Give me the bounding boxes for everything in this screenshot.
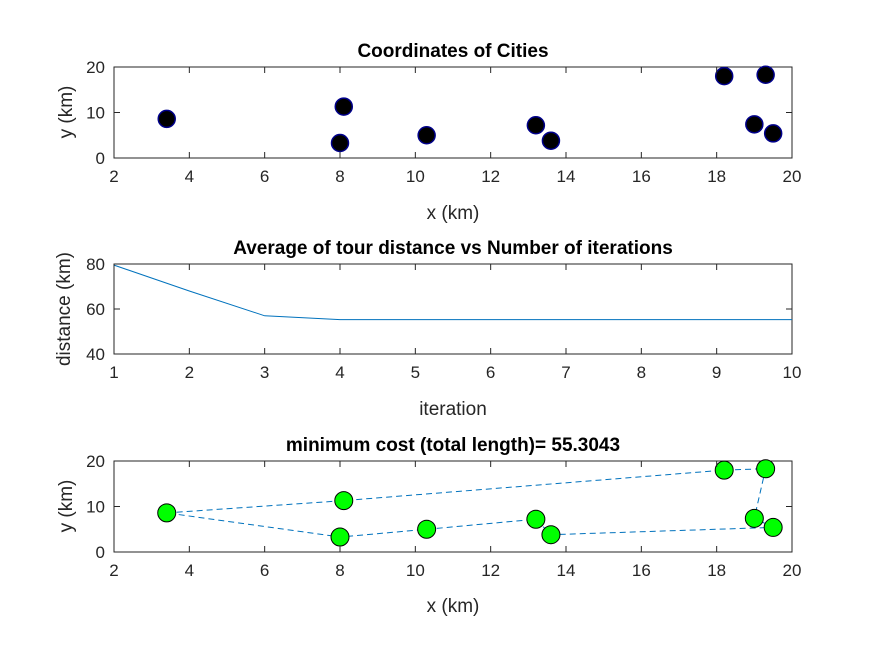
city-point xyxy=(541,131,561,150)
y-tick-label: 0 xyxy=(96,543,105,562)
tour-city-point xyxy=(763,517,783,537)
x-tick-label: 8 xyxy=(335,167,344,186)
x-tick-label: 20 xyxy=(783,561,802,580)
y-tick-label: 80 xyxy=(86,255,105,274)
y-tick-label: 40 xyxy=(86,345,105,364)
plot-area xyxy=(113,460,793,553)
tour-city-point xyxy=(157,503,177,523)
cities-scatter-panel: 2 4 6 8 10 12 14 16 18 20 0 10 20 Coordinates of Cit… xyxy=(56,41,801,224)
plot-area xyxy=(113,263,793,355)
tour-city-point xyxy=(714,460,734,480)
tour-city-point xyxy=(756,459,776,479)
x-tick-label: 16 xyxy=(632,167,651,186)
tour-city-point xyxy=(526,509,546,529)
x-axis-label: x (km) xyxy=(427,596,480,617)
y-axis-label: distance (km) xyxy=(54,252,75,366)
x-tick-label: 16 xyxy=(632,561,651,580)
x-tick-label: 1 xyxy=(109,363,118,382)
y-tick-label: 60 xyxy=(86,300,105,319)
x-tick-label: 4 xyxy=(185,167,194,186)
city-point xyxy=(526,115,546,135)
tour-city-point xyxy=(417,519,437,539)
x-tick-label: 5 xyxy=(411,363,420,382)
x-tick-label: 6 xyxy=(260,167,269,186)
tour-city-point xyxy=(744,508,764,528)
y-axis-label: y (km) xyxy=(56,86,77,139)
city-point xyxy=(756,65,775,84)
axis-ticks: 2 4 6 8 10 12 14 16 18 20 0 10 20 xyxy=(86,452,801,580)
x-tick-label: 10 xyxy=(406,561,425,580)
x-tick-label: 14 xyxy=(557,561,576,580)
tour-city-point xyxy=(330,527,350,547)
x-tick-label: 14 xyxy=(557,167,576,186)
tour-path-panel: 2 4 6 8 10 12 14 16 18 20 0 10 20 minimum cost (tota… xyxy=(56,435,801,617)
tour-city-point xyxy=(334,491,354,511)
x-tick-label: 20 xyxy=(783,167,802,186)
x-tick-label: 2 xyxy=(109,167,118,186)
y-axis-label: y (km) xyxy=(56,480,77,533)
x-tick-label: 12 xyxy=(481,561,500,580)
y-tick-label: 0 xyxy=(96,149,105,168)
x-tick-label: 6 xyxy=(486,363,495,382)
convergence-line-panel: 1 2 3 4 5 6 7 8 9 10 40 60 80 Average of tour distan… xyxy=(54,238,801,420)
x-tick-label: 12 xyxy=(481,167,500,186)
city-point xyxy=(157,109,176,129)
x-tick-label: 9 xyxy=(712,363,721,382)
city-point xyxy=(714,66,734,86)
city-point xyxy=(334,97,354,116)
x-tick-label: 4 xyxy=(335,363,344,382)
x-tick-label: 2 xyxy=(109,561,118,580)
x-tick-label: 18 xyxy=(707,167,726,186)
tour-city-point xyxy=(541,525,561,545)
axis-ticks: 1 2 3 4 5 6 7 8 9 10 40 60 80 xyxy=(86,255,801,382)
y-tick-label: 10 xyxy=(86,498,105,517)
x-axis-label: iteration xyxy=(419,399,487,420)
city-markers xyxy=(157,65,783,153)
axis-ticks: 2 4 6 8 10 12 14 16 18 20 0 10 20 xyxy=(86,58,801,186)
chart-title: Coordinates of Cities xyxy=(357,41,548,62)
tour-path xyxy=(157,459,783,547)
x-tick-label: 10 xyxy=(783,363,802,382)
x-tick-label: 8 xyxy=(637,363,646,382)
x-tick-label: 10 xyxy=(406,167,425,186)
x-tick-label: 18 xyxy=(707,561,726,580)
x-tick-label: 2 xyxy=(185,363,194,382)
x-axis-label: x (km) xyxy=(427,203,480,224)
y-tick-label: 20 xyxy=(86,58,105,77)
x-tick-label: 6 xyxy=(260,561,269,580)
city-point xyxy=(330,133,350,153)
chart-title: Average of tour distance vs Number of it… xyxy=(233,238,673,259)
x-tick-label: 4 xyxy=(185,561,194,580)
city-point xyxy=(417,126,436,145)
convergence-line xyxy=(113,264,792,321)
city-point xyxy=(763,124,783,143)
plot-area xyxy=(113,66,793,159)
chart-title: minimum cost (total length)= 55.3043 xyxy=(286,435,620,456)
city-point xyxy=(745,115,764,134)
y-tick-label: 20 xyxy=(86,452,105,471)
x-tick-label: 8 xyxy=(335,561,344,580)
average-distance-line xyxy=(113,264,792,321)
y-tick-label: 10 xyxy=(86,104,105,123)
x-tick-label: 7 xyxy=(561,363,570,382)
x-tick-label: 3 xyxy=(260,363,269,382)
